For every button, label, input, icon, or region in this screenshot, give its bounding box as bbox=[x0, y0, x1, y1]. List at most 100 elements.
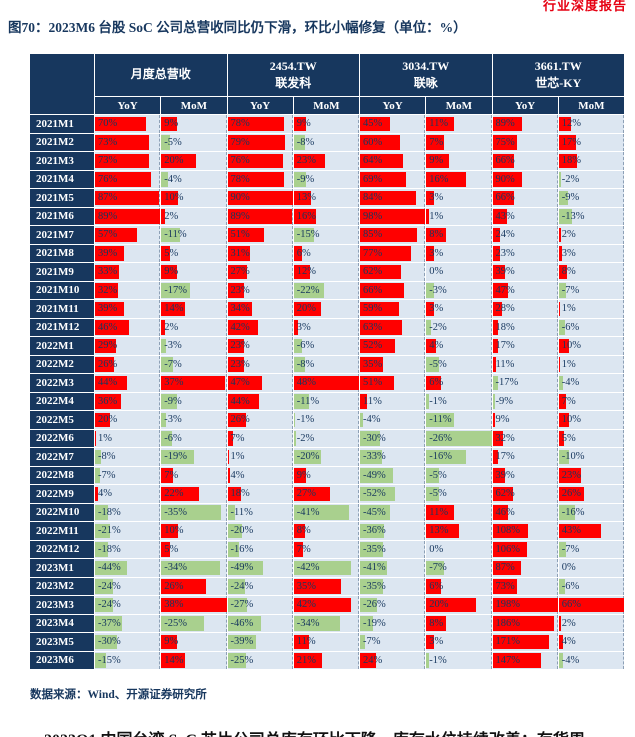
data-bar bbox=[492, 505, 508, 520]
data-bar bbox=[161, 616, 205, 631]
data-cell: 11% bbox=[293, 633, 359, 651]
data-cell: 39% bbox=[492, 263, 558, 281]
data-cell: 9% bbox=[293, 115, 359, 133]
cell-value: -4% bbox=[164, 173, 182, 185]
data-cell: 66% bbox=[360, 281, 426, 299]
cell-value: 1% bbox=[429, 210, 444, 222]
data-cell: -5% bbox=[426, 466, 492, 484]
company-label: 联发科 bbox=[275, 76, 312, 90]
cell-value: 39% bbox=[495, 266, 515, 277]
cell-value: -26% bbox=[429, 432, 452, 444]
data-cell: -3% bbox=[161, 411, 227, 429]
data-bar bbox=[293, 597, 351, 612]
data-cell: 62% bbox=[360, 263, 426, 281]
cell-value: -3% bbox=[429, 284, 447, 296]
month-label: 2022M3 bbox=[30, 374, 94, 392]
cell-value: -46% bbox=[230, 617, 254, 629]
cell-value: 11% bbox=[429, 118, 449, 129]
data-cell: 11% bbox=[426, 115, 492, 133]
data-bar bbox=[95, 394, 122, 409]
data-bar bbox=[95, 375, 128, 390]
data-cell: -7% bbox=[95, 466, 161, 484]
data-bar bbox=[161, 431, 172, 446]
data-cell: 37% bbox=[161, 374, 227, 392]
cell-value: 14% bbox=[164, 303, 184, 314]
data-cell: 17% bbox=[492, 448, 558, 466]
data-bar bbox=[426, 523, 459, 538]
data-cell: -20% bbox=[293, 448, 359, 466]
month-label: 2023M6 bbox=[30, 651, 94, 669]
data-cell: 39% bbox=[95, 300, 161, 318]
cell-value: 17% bbox=[495, 340, 515, 351]
cell-value: 3% bbox=[296, 321, 311, 333]
data-cell: -4% bbox=[558, 374, 624, 392]
subheader-yoy: YoY bbox=[95, 97, 161, 114]
data-bar bbox=[161, 597, 227, 612]
cell-value: -9% bbox=[296, 173, 315, 185]
cell-value: 87% bbox=[98, 192, 118, 203]
cell-value: -1% bbox=[429, 654, 447, 666]
data-bar bbox=[227, 227, 265, 242]
month-label: 2022M10 bbox=[30, 503, 94, 521]
data-cell: -46% bbox=[227, 614, 293, 632]
data-bar bbox=[293, 523, 305, 538]
data-cell: 73% bbox=[95, 133, 161, 151]
data-bar bbox=[558, 116, 571, 131]
cell-value: 31% bbox=[230, 247, 250, 259]
cell-value: -15% bbox=[296, 229, 320, 240]
data-bar bbox=[558, 357, 560, 372]
data-bar bbox=[227, 116, 285, 131]
data-cell: -11% bbox=[293, 392, 359, 410]
data-cell: -30% bbox=[360, 429, 426, 447]
data-cell: -52% bbox=[360, 485, 426, 503]
data-bar bbox=[558, 190, 568, 205]
data-cell: 42% bbox=[293, 596, 359, 614]
cell-value: -4% bbox=[363, 414, 381, 425]
cell-value: 34% bbox=[230, 303, 250, 314]
data-bar bbox=[492, 486, 513, 501]
cell-value: 24% bbox=[495, 229, 515, 240]
company-label: 月度总营收 bbox=[130, 67, 191, 82]
data-bar bbox=[95, 227, 137, 242]
data-cell: -6% bbox=[558, 318, 624, 336]
data-cell: -18% bbox=[95, 540, 161, 558]
data-cell: -2% bbox=[293, 429, 359, 447]
data-cell: -42% bbox=[293, 559, 359, 577]
data-bar bbox=[227, 209, 293, 224]
cell-value: 36% bbox=[98, 395, 118, 407]
cell-value: -17% bbox=[164, 284, 187, 296]
data-cell: -34% bbox=[293, 614, 359, 632]
data-bar bbox=[95, 468, 101, 483]
month-label: 2022M1 bbox=[30, 337, 94, 355]
data-cell: 43% bbox=[558, 522, 624, 540]
data-cell: -9% bbox=[161, 392, 227, 410]
data-cell: -11% bbox=[426, 411, 492, 429]
cell-value: 89% bbox=[98, 210, 118, 222]
cell-value: -37% bbox=[98, 617, 121, 629]
data-bar bbox=[227, 283, 245, 298]
data-cell: 11% bbox=[426, 503, 492, 521]
data-bar bbox=[492, 412, 496, 427]
cell-value: 48% bbox=[296, 377, 316, 388]
data-bar bbox=[558, 542, 566, 557]
ticker-label: 3034.TW bbox=[402, 58, 450, 73]
month-label: 2022M5 bbox=[30, 411, 94, 429]
data-bar bbox=[492, 616, 554, 631]
cell-value: 3% bbox=[429, 247, 444, 259]
data-bar bbox=[558, 597, 624, 612]
data-cell: 48% bbox=[293, 374, 359, 392]
cell-value: 5% bbox=[164, 247, 179, 259]
cell-value: -7% bbox=[98, 469, 116, 481]
data-cell: -20% bbox=[227, 522, 293, 540]
data-bar bbox=[227, 468, 231, 483]
cell-value: -17% bbox=[495, 377, 519, 388]
data-cell: 5% bbox=[161, 540, 227, 558]
data-bar bbox=[426, 449, 467, 464]
data-bar bbox=[161, 542, 170, 557]
cell-value: -9% bbox=[164, 395, 182, 407]
data-bar bbox=[293, 209, 316, 224]
cell-value: 9% bbox=[296, 118, 311, 129]
data-cell: -49% bbox=[360, 466, 426, 484]
data-bar bbox=[227, 412, 247, 427]
data-bar bbox=[161, 486, 200, 501]
